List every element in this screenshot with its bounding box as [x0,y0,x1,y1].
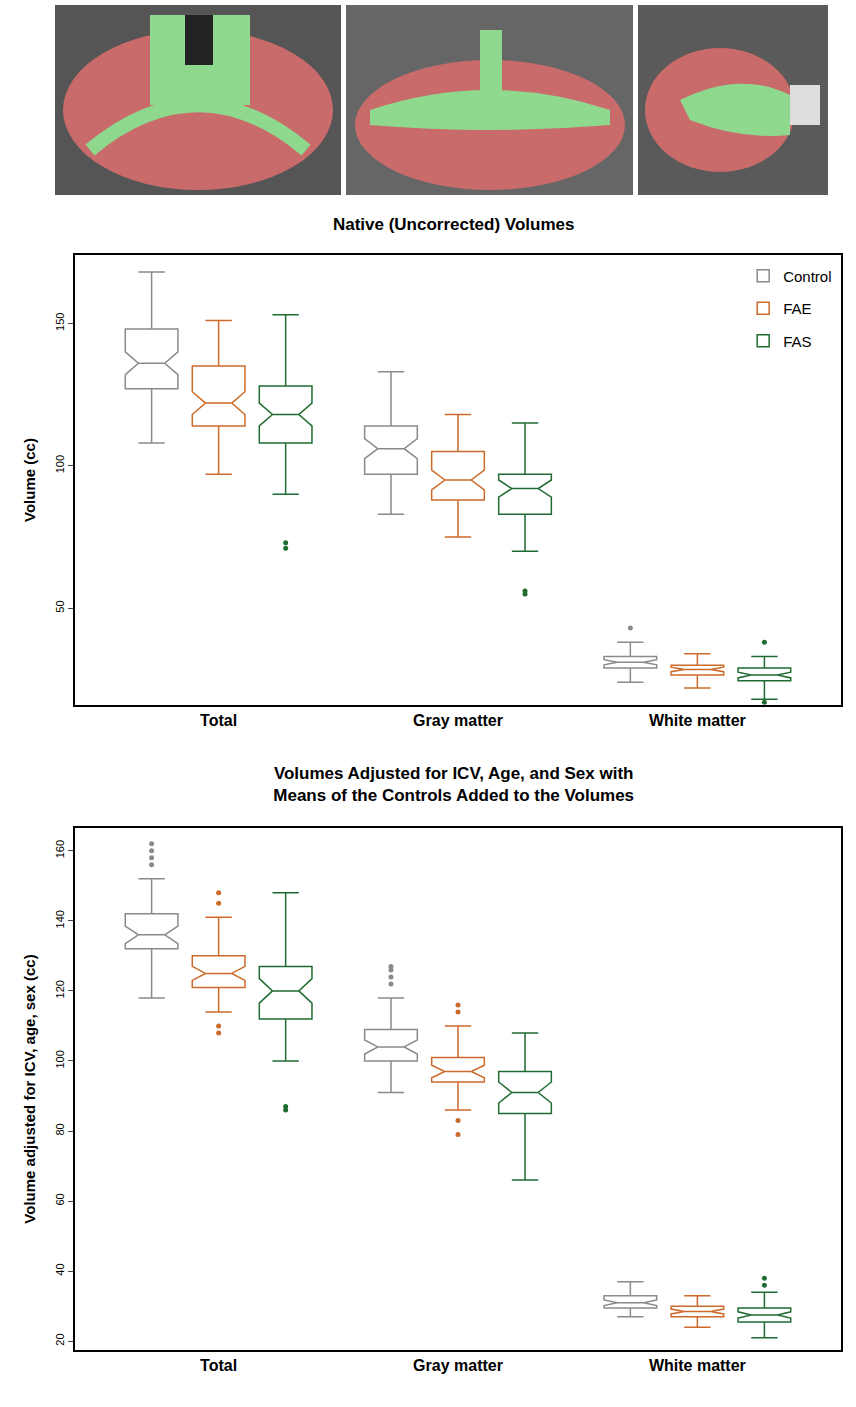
svg-text:Control: Control [783,268,831,285]
svg-text:100: 100 [54,455,66,473]
svg-text:Gray matter: Gray matter [413,1357,503,1374]
svg-text:20: 20 [54,1333,66,1345]
svg-text:Volume adjusted for ICV, age,: Volume adjusted for ICV, age, sex (cc) [21,954,38,1223]
svg-text:Total: Total [200,712,237,729]
svg-text:Native (Uncorrected) Volumes: Native (Uncorrected) Volumes [333,215,575,234]
svg-text:Volumes Adjusted for ICV, Age,: Volumes Adjusted for ICV, Age, and Sex w… [273,764,634,805]
svg-text:140: 140 [54,910,66,928]
svg-text:120: 120 [54,980,66,998]
svg-text:Gray matter: Gray matter [413,712,503,729]
svg-text:40: 40 [54,1263,66,1275]
svg-text:FAE: FAE [783,300,811,317]
svg-text:60: 60 [54,1193,66,1205]
svg-text:150: 150 [54,313,66,331]
svg-text:White matter: White matter [649,1357,746,1374]
svg-text:80: 80 [54,1123,66,1135]
svg-text:Total: Total [200,1357,237,1374]
svg-text:160: 160 [54,840,66,858]
svg-text:50: 50 [54,600,66,612]
svg-text:FAS: FAS [783,333,811,350]
svg-text:100: 100 [54,1050,66,1068]
svg-text:White matter: White matter [649,712,746,729]
svg-text:Volume (cc): Volume (cc) [21,438,38,522]
